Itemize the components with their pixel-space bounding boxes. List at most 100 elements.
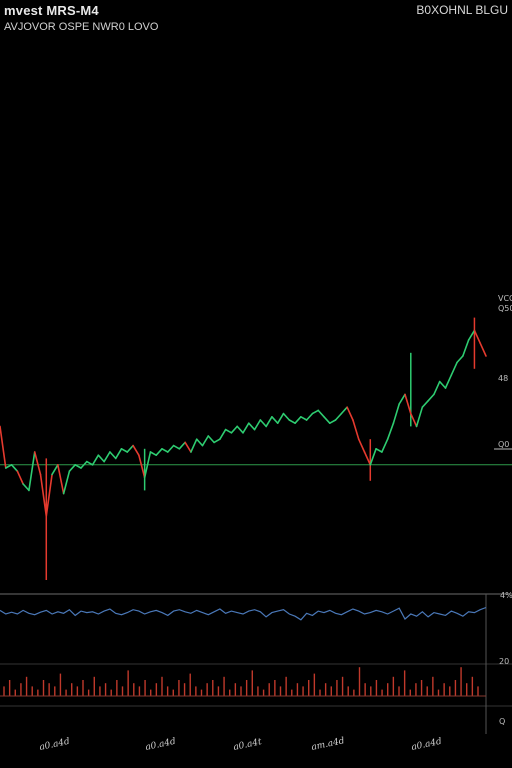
price-segment-40 <box>230 425 239 434</box>
price-segment-44 <box>253 419 262 431</box>
price-segment-18 <box>103 451 111 463</box>
chart-title: mvest MRS-M4 <box>4 3 99 18</box>
price-segment-9 <box>51 463 59 476</box>
volume-panel[interactable] <box>0 667 486 697</box>
price-segment-80 <box>462 339 470 357</box>
chart-subtitle: AVJOVOR OSPE NWR0 LOVO <box>4 21 159 33</box>
price-segment-35 <box>201 435 210 447</box>
price-y-tick-1: Q50 <box>498 304 512 313</box>
price-segment-75 <box>433 380 441 396</box>
price-segment-74 <box>427 393 435 402</box>
x-tick-label-4: a0.a4d <box>411 737 443 753</box>
price-segment-43 <box>247 422 256 431</box>
x-tick-label-3: am.a4d <box>311 736 346 753</box>
price-segment-58 <box>334 412 343 421</box>
price-segment-21 <box>120 447 129 453</box>
price-segment-22 <box>126 444 134 453</box>
price-segment-77 <box>444 374 453 389</box>
price-segment-59 <box>340 406 348 415</box>
price-segment-69 <box>398 393 406 405</box>
price-segment-24 <box>138 454 146 479</box>
price-segment-15 <box>85 460 94 466</box>
price-segment-2 <box>10 463 19 473</box>
price-segment-16 <box>91 454 100 466</box>
price-segment-23 <box>132 444 140 457</box>
price-segment-63 <box>363 451 372 466</box>
price-segment-4 <box>22 483 30 492</box>
price-segment-48 <box>276 412 285 425</box>
price-segment-83 <box>479 342 487 357</box>
price-segment-27 <box>155 447 163 457</box>
price-segment-26 <box>149 451 158 457</box>
price-segment-78 <box>450 361 458 377</box>
price-segment-34 <box>195 438 204 447</box>
price-segment-13 <box>74 463 82 469</box>
price-segment-33 <box>190 438 198 453</box>
price-segment-68 <box>392 403 401 425</box>
price-segment-51 <box>294 415 302 425</box>
price-segment-20 <box>114 447 123 460</box>
price-segment-31 <box>178 441 186 450</box>
price-segment-49 <box>282 412 291 421</box>
price-segment-82 <box>473 329 482 345</box>
price-segment-46 <box>265 415 273 428</box>
panel-borders <box>0 593 512 734</box>
oscillator-line <box>0 606 487 621</box>
price-segment-41 <box>236 425 244 434</box>
price-segment-53 <box>305 412 314 421</box>
price-segment-3 <box>16 470 24 485</box>
price-y-tick-0: VCC <box>498 294 512 303</box>
price-segment-25 <box>143 451 152 479</box>
price-segment-50 <box>288 419 296 425</box>
price-segment-71 <box>409 412 418 428</box>
price-segment-65 <box>375 447 383 453</box>
price-segment-57 <box>328 419 337 425</box>
oscillator-y-tick-0: 4% <box>500 591 512 600</box>
oscillator-panel[interactable] <box>0 606 487 621</box>
price-segment-0 <box>0 425 7 469</box>
price-segment-55 <box>317 409 325 418</box>
price-segment-52 <box>300 415 308 421</box>
price-segment-10 <box>57 463 65 495</box>
price-segment-32 <box>184 441 192 453</box>
price-segment-28 <box>161 447 169 453</box>
price-segment-66 <box>381 438 389 453</box>
price-segment-64 <box>369 447 377 466</box>
price-segment-37 <box>213 438 221 444</box>
price-segment-19 <box>109 451 117 460</box>
price-segment-61 <box>352 419 360 441</box>
price-segment-70 <box>404 393 412 415</box>
price-segment-8 <box>45 473 53 517</box>
price-segment-5 <box>28 451 36 492</box>
price-segment-29 <box>166 444 175 453</box>
price-segment-1 <box>4 463 13 469</box>
price-segment-60 <box>346 406 354 421</box>
price-segment-72 <box>415 406 424 428</box>
price-segment-73 <box>421 399 429 409</box>
price-segment-76 <box>438 380 447 389</box>
price-segment-6 <box>33 451 42 476</box>
price-segment-14 <box>80 460 88 469</box>
price-segment-62 <box>357 438 366 453</box>
price-segment-79 <box>456 355 464 364</box>
price-y-tick-2: 48 <box>498 374 508 383</box>
volume-y-tick-0: 20 <box>499 657 509 666</box>
price-segment-56 <box>323 415 331 425</box>
price-segment-7 <box>39 473 48 517</box>
price-segment-12 <box>68 463 77 473</box>
price-panel[interactable] <box>0 317 512 580</box>
price-segment-45 <box>259 419 267 428</box>
volume-y-tick-1: Q <box>499 717 505 726</box>
price-segment-39 <box>224 428 233 434</box>
symbol-label: B0XOHNL BLGU <box>416 3 508 17</box>
x-tick-label-0: a0.a4d <box>39 737 71 753</box>
x-tick-label-1: a0.a4d <box>145 737 177 753</box>
price-segment-47 <box>271 415 279 425</box>
price-segment-54 <box>311 409 320 415</box>
price-segment-17 <box>97 454 105 463</box>
price-segment-36 <box>207 435 215 444</box>
price-segment-81 <box>467 329 476 341</box>
price-segment-42 <box>242 422 250 434</box>
